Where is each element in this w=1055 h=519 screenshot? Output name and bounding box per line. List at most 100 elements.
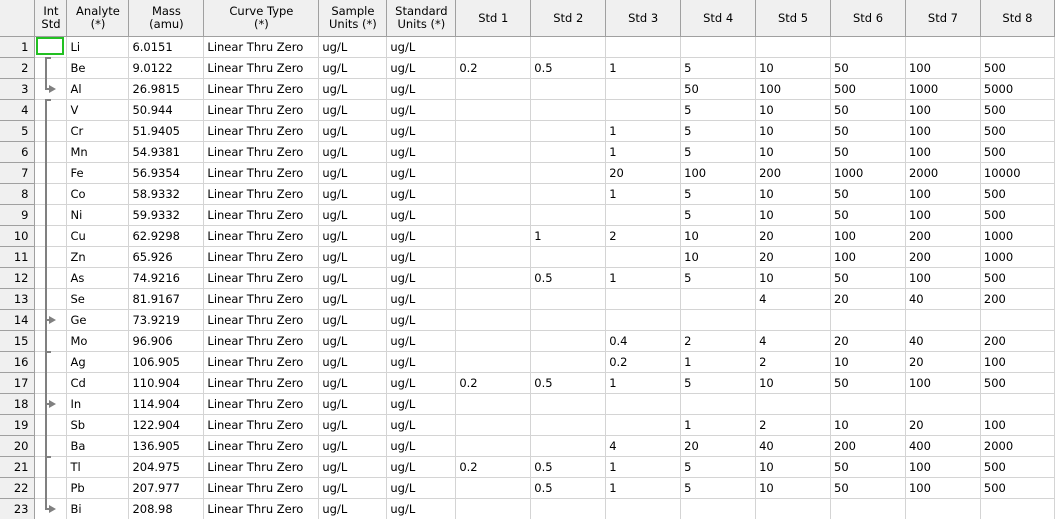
std-2-cell[interactable]: 1 — [530, 225, 607, 247]
std-7-cell[interactable]: 100 — [905, 267, 981, 289]
std-2-cell[interactable] — [530, 330, 607, 352]
std-4-cell[interactable]: 5 — [680, 372, 757, 394]
std-8-cell[interactable]: 5000 — [980, 78, 1055, 100]
mass-cell[interactable]: 207.977 — [128, 477, 205, 499]
sample-units-cell[interactable]: ug/L — [318, 141, 388, 163]
standard-units-cell[interactable]: ug/L — [386, 225, 457, 247]
std-4-cell[interactable]: 10 — [680, 246, 757, 268]
std-1-cell[interactable] — [455, 288, 532, 310]
mass-cell[interactable]: 6.0151 — [128, 36, 205, 58]
int-std-cell[interactable] — [34, 288, 68, 310]
standard-units-cell[interactable]: ug/L — [386, 99, 457, 121]
analyte-cell[interactable]: Zn — [66, 246, 130, 268]
sample-units-cell[interactable]: ug/L — [318, 78, 388, 100]
analyte-cell[interactable]: Bi — [66, 498, 130, 519]
std-6-cell[interactable]: 50 — [830, 477, 906, 499]
std-3-cell[interactable] — [605, 99, 682, 121]
std-8-cell[interactable] — [980, 498, 1055, 519]
std-4-cell[interactable]: 5 — [680, 477, 757, 499]
std-2-cell[interactable] — [530, 99, 607, 121]
sample-units-cell[interactable]: ug/L — [318, 36, 388, 58]
mass-cell[interactable]: 59.9332 — [128, 204, 205, 226]
std-4-cell[interactable]: 1 — [680, 414, 757, 436]
std-1-cell[interactable] — [455, 246, 532, 268]
standard-units-cell[interactable]: ug/L — [386, 435, 457, 457]
row-number[interactable]: 16 — [0, 351, 36, 373]
int-std-cell[interactable] — [34, 351, 68, 373]
std-3-cell[interactable]: 0.2 — [605, 351, 682, 373]
column-header-analyte[interactable]: Analyte (*) — [66, 0, 130, 37]
std-2-cell[interactable] — [530, 120, 607, 142]
std-1-cell[interactable] — [455, 267, 532, 289]
curve-type-cell[interactable]: Linear Thru Zero — [203, 246, 320, 268]
std-4-cell[interactable]: 5 — [680, 120, 757, 142]
std-3-cell[interactable] — [605, 393, 682, 415]
std-1-cell[interactable] — [455, 498, 532, 519]
analyte-cell[interactable]: V — [66, 99, 130, 121]
std-5-cell[interactable]: 40 — [755, 435, 832, 457]
std-6-cell[interactable] — [830, 36, 906, 58]
mass-cell[interactable]: 9.0122 — [128, 57, 205, 79]
int-std-cell[interactable] — [34, 246, 68, 268]
column-header-std-2[interactable]: Std 2 — [530, 0, 607, 37]
sample-units-cell[interactable]: ug/L — [318, 99, 388, 121]
std-8-cell[interactable]: 500 — [980, 57, 1055, 79]
curve-type-cell[interactable]: Linear Thru Zero — [203, 120, 320, 142]
std-5-cell[interactable]: 20 — [755, 225, 832, 247]
int-std-cell[interactable] — [34, 414, 68, 436]
std-1-cell[interactable] — [455, 162, 532, 184]
row-number[interactable]: 3 — [0, 78, 36, 100]
std-7-cell[interactable]: 2000 — [905, 162, 981, 184]
curve-type-cell[interactable]: Linear Thru Zero — [203, 456, 320, 478]
row-number[interactable]: 2 — [0, 57, 36, 79]
std-5-cell[interactable]: 2 — [755, 351, 832, 373]
std-8-cell[interactable]: 500 — [980, 477, 1055, 499]
std-3-cell[interactable]: 1 — [605, 141, 682, 163]
std-8-cell[interactable]: 200 — [980, 288, 1055, 310]
int-std-cell[interactable] — [34, 477, 68, 499]
column-header-curve-type[interactable]: Curve Type (*) — [203, 0, 320, 37]
sample-units-cell[interactable]: ug/L — [318, 435, 388, 457]
std-3-cell[interactable] — [605, 309, 682, 331]
analyte-cell[interactable]: Tl — [66, 456, 130, 478]
row-number[interactable]: 13 — [0, 288, 36, 310]
std-2-cell[interactable] — [530, 309, 607, 331]
std-4-cell[interactable]: 10 — [680, 225, 757, 247]
row-number[interactable]: 5 — [0, 120, 36, 142]
analyte-cell[interactable]: Ag — [66, 351, 130, 373]
std-4-cell[interactable] — [680, 36, 757, 58]
std-3-cell[interactable]: 1 — [605, 372, 682, 394]
int-std-cell[interactable] — [34, 141, 68, 163]
sample-units-cell[interactable]: ug/L — [318, 456, 388, 478]
std-7-cell[interactable]: 20 — [905, 414, 981, 436]
std-2-cell[interactable]: 0.5 — [530, 456, 607, 478]
mass-cell[interactable]: 73.9219 — [128, 309, 205, 331]
std-2-cell[interactable]: 0.5 — [530, 477, 607, 499]
sample-units-cell[interactable]: ug/L — [318, 498, 388, 519]
std-4-cell[interactable]: 5 — [680, 141, 757, 163]
std-8-cell[interactable]: 500 — [980, 141, 1055, 163]
std-8-cell[interactable]: 100 — [980, 414, 1055, 436]
std-3-cell[interactable] — [605, 414, 682, 436]
std-3-cell[interactable]: 1 — [605, 183, 682, 205]
analyte-cell[interactable]: Se — [66, 288, 130, 310]
std-5-cell[interactable]: 200 — [755, 162, 832, 184]
std-4-cell[interactable]: 5 — [680, 99, 757, 121]
std-6-cell[interactable]: 50 — [830, 120, 906, 142]
std-3-cell[interactable] — [605, 78, 682, 100]
std-4-cell[interactable]: 1 — [680, 351, 757, 373]
std-6-cell[interactable]: 50 — [830, 204, 906, 226]
std-6-cell[interactable]: 50 — [830, 456, 906, 478]
std-4-cell[interactable]: 5 — [680, 183, 757, 205]
int-std-cell[interactable] — [34, 435, 68, 457]
std-7-cell[interactable]: 100 — [905, 477, 981, 499]
std-2-cell[interactable] — [530, 498, 607, 519]
std-6-cell[interactable]: 200 — [830, 435, 906, 457]
analyte-cell[interactable]: Be — [66, 57, 130, 79]
sample-units-cell[interactable]: ug/L — [318, 246, 388, 268]
mass-cell[interactable]: 136.905 — [128, 435, 205, 457]
int-std-cell[interactable] — [34, 204, 68, 226]
std-3-cell[interactable] — [605, 36, 682, 58]
std-4-cell[interactable]: 5 — [680, 204, 757, 226]
std-6-cell[interactable]: 50 — [830, 267, 906, 289]
